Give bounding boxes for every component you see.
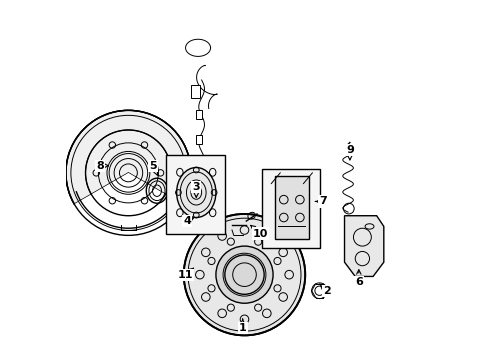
Bar bbox=[165, 155, 224, 234]
Wedge shape bbox=[66, 111, 190, 204]
Bar bbox=[196, 135, 201, 144]
Bar bbox=[196, 111, 201, 119]
Bar bbox=[262, 169, 319, 248]
Bar bbox=[190, 85, 200, 98]
Text: 4: 4 bbox=[183, 216, 193, 226]
Bar bbox=[274, 176, 308, 239]
Wedge shape bbox=[73, 173, 183, 237]
Text: 9: 9 bbox=[345, 145, 353, 160]
Text: 1: 1 bbox=[238, 319, 246, 333]
Text: 5: 5 bbox=[149, 161, 158, 175]
Text: 11: 11 bbox=[178, 268, 193, 280]
Polygon shape bbox=[344, 216, 383, 276]
Text: 10: 10 bbox=[250, 225, 268, 239]
Text: 8: 8 bbox=[96, 161, 108, 171]
Text: 7: 7 bbox=[315, 197, 326, 206]
Text: 6: 6 bbox=[354, 270, 362, 287]
Circle shape bbox=[216, 246, 272, 303]
Text: 2: 2 bbox=[319, 284, 330, 296]
Circle shape bbox=[183, 214, 305, 336]
Text: 3: 3 bbox=[192, 182, 200, 197]
Ellipse shape bbox=[176, 167, 216, 217]
